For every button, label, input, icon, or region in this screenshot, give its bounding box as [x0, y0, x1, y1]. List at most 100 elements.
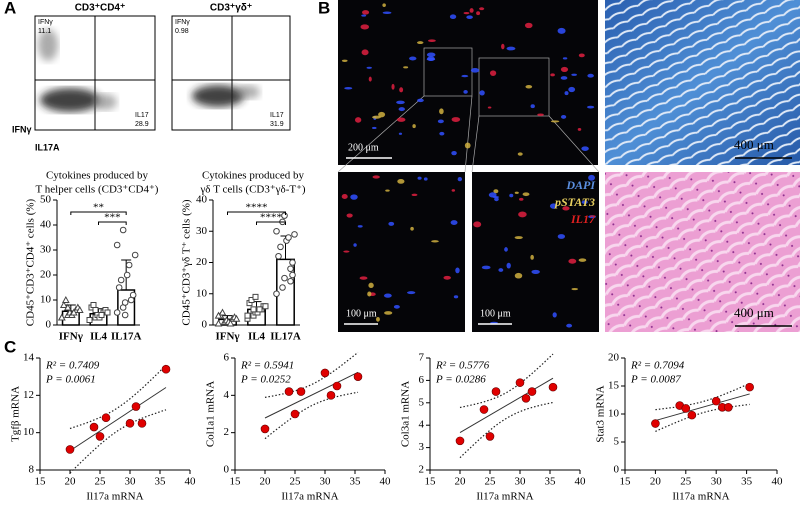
- confidence-band: [459, 401, 554, 459]
- cell: [473, 221, 482, 228]
- x-tick-label: 25: [680, 476, 692, 488]
- point: [63, 303, 72, 311]
- point: [131, 251, 139, 259]
- point: [123, 271, 131, 279]
- scale-label: 400 μm: [734, 137, 774, 152]
- cell: [378, 111, 386, 118]
- cell: [397, 179, 405, 184]
- cell: [504, 247, 508, 252]
- cell: [557, 234, 566, 239]
- point: [226, 319, 235, 327]
- point: [289, 259, 296, 266]
- point: [214, 311, 223, 319]
- chart-title: Cytokines produced by: [202, 170, 305, 182]
- chart-title: T helper cells (CD3⁺CD4⁺): [36, 184, 159, 196]
- significance-bracket: [227, 211, 286, 215]
- cell: [343, 250, 350, 253]
- cell: [417, 98, 424, 103]
- point: [521, 394, 531, 403]
- y-tick-label: 10: [40, 294, 52, 306]
- point: [711, 396, 721, 406]
- cell: [417, 41, 424, 45]
- cell: [367, 291, 372, 297]
- cell: [411, 193, 418, 197]
- fit-line: [655, 393, 750, 422]
- x-tick-label: 15: [425, 476, 437, 488]
- cell: [428, 39, 436, 42]
- x-tick-label: 15: [35, 476, 47, 488]
- x-tick-label: 20: [65, 476, 77, 488]
- x-tick-label: 30: [515, 476, 527, 488]
- significance-bracket: [256, 221, 286, 225]
- point: [101, 413, 111, 423]
- cell: [518, 211, 527, 218]
- point: [290, 409, 300, 419]
- cell: [427, 56, 435, 61]
- cell: [550, 73, 555, 77]
- point: [57, 313, 66, 321]
- cell: [368, 76, 372, 82]
- point: [681, 404, 691, 413]
- cell: [566, 323, 573, 328]
- cell: [361, 14, 367, 17]
- cell: [581, 200, 588, 204]
- point: [125, 419, 135, 428]
- cell: [587, 73, 594, 78]
- fit-line: [459, 377, 554, 434]
- point: [289, 271, 296, 279]
- significance-label: ****: [260, 212, 282, 224]
- cell: [344, 86, 353, 90]
- point: [455, 436, 465, 446]
- y-tick-label: 20: [40, 269, 52, 281]
- x-tick-label: 35: [545, 476, 557, 488]
- y-axis-label: Col3a1 mRNA: [400, 381, 412, 447]
- y-tick-label: 5: [419, 396, 425, 408]
- x-tick-label: 35: [350, 476, 362, 488]
- point: [724, 402, 733, 412]
- point: [281, 212, 288, 219]
- y-tick-label: 10: [196, 287, 208, 299]
- cell: [464, 142, 471, 149]
- cell: [470, 68, 480, 73]
- x-axis-label: Il17a mRNA: [672, 491, 729, 503]
- point: [281, 274, 288, 282]
- cell: [398, 107, 405, 112]
- cell: [382, 11, 392, 15]
- cell: [481, 265, 491, 270]
- cell: [443, 275, 451, 280]
- flow-title: CD3⁺CD4⁺: [75, 3, 126, 14]
- x-tick-label: 35: [155, 476, 167, 488]
- y-tick-label: 30: [196, 225, 208, 237]
- point: [262, 303, 269, 310]
- y-tick-label: 50: [40, 194, 52, 206]
- cell: [409, 56, 417, 61]
- cell: [509, 193, 514, 198]
- point: [248, 297, 255, 303]
- cell: [371, 126, 377, 129]
- cell: [403, 66, 409, 69]
- y-tick-label: 0: [224, 464, 230, 476]
- point: [65, 445, 75, 454]
- y-axis-label: CD45⁺CD3⁺CD4⁺ cells (%): [25, 198, 37, 326]
- cell: [501, 43, 505, 50]
- point: [256, 306, 263, 313]
- cell: [341, 193, 348, 200]
- confidence-band: [655, 382, 750, 411]
- chart-title: γδ T cells (CD3⁺γδ-T⁺): [199, 184, 305, 196]
- cell: [382, 3, 386, 7]
- point: [115, 284, 123, 291]
- cell: [451, 151, 457, 156]
- y-tick-label: 20: [196, 256, 208, 268]
- point: [89, 422, 99, 432]
- y-tick-label: 4: [419, 419, 425, 431]
- image-panel: [605, 0, 800, 332]
- panel-label: B: [318, 0, 330, 17]
- x-tick-label: IL4: [248, 331, 266, 343]
- cell: [562, 57, 568, 60]
- cell: [568, 86, 576, 93]
- point: [113, 309, 121, 316]
- cell: [506, 262, 511, 269]
- quadrant-value: 0.98: [175, 28, 189, 35]
- y-tick-label: 10: [608, 408, 620, 420]
- x-axis-label: Il17a mRNA: [86, 491, 143, 503]
